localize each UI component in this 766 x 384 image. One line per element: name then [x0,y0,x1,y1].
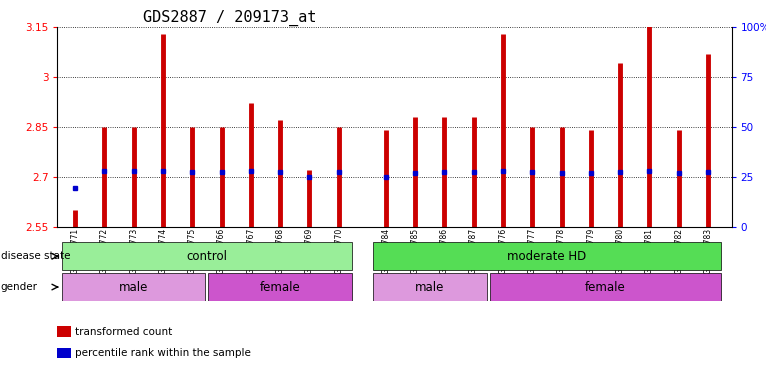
Text: transformed count: transformed count [75,327,172,337]
Bar [62,243,352,270]
Bar [372,243,722,270]
Text: control: control [186,250,228,263]
Bar [208,273,352,301]
Bar [62,273,205,301]
Text: GDS2887 / 209173_at: GDS2887 / 209173_at [143,10,316,26]
Bar [489,273,722,301]
Bar [372,273,487,301]
Text: moderate HD: moderate HD [507,250,587,263]
Text: female: female [260,281,300,293]
Text: gender: gender [1,282,38,292]
Text: male: male [415,281,444,293]
Text: percentile rank within the sample: percentile rank within the sample [75,348,251,358]
Text: female: female [585,281,626,293]
Text: male: male [119,281,149,293]
Text: disease state: disease state [1,251,70,262]
